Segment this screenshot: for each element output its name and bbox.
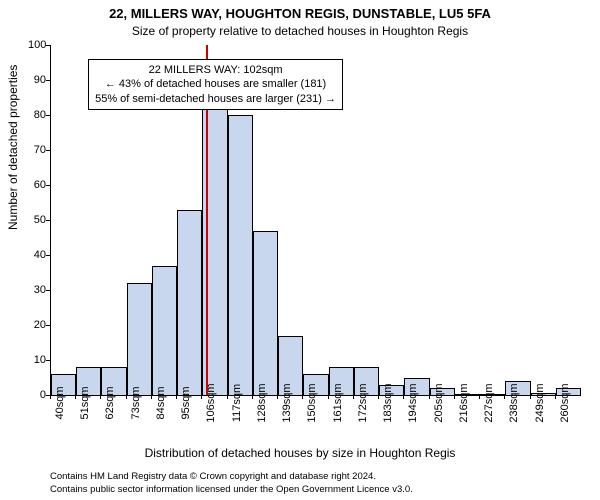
xtick-mark <box>353 395 354 399</box>
xtick-mark <box>555 395 556 399</box>
xtick-mark <box>252 395 253 399</box>
xtick-mark <box>50 395 51 399</box>
annotation-line1: 22 MILLERS WAY: 102sqm <box>95 63 336 77</box>
xtick-mark <box>479 395 480 399</box>
xtick-label: 62sqm <box>104 386 116 419</box>
xtick-label: 183sqm <box>382 383 394 422</box>
histogram-bar <box>228 115 253 395</box>
footer-attribution: Contains HM Land Registry data © Crown c… <box>50 471 413 496</box>
xtick-mark <box>403 395 404 399</box>
xtick-label: 216sqm <box>458 383 470 422</box>
annotation-line2: ← 43% of detached houses are smaller (18… <box>95 77 336 91</box>
ytick-label: 60 <box>28 179 46 191</box>
xtick-label: 150sqm <box>306 383 318 422</box>
xtick-label: 84sqm <box>155 386 167 419</box>
xtick-label: 95sqm <box>180 386 192 419</box>
ytick-label: 100 <box>28 39 46 51</box>
xtick-label: 205sqm <box>433 383 445 422</box>
xtick-mark <box>201 395 202 399</box>
ytick-label: 70 <box>28 144 46 156</box>
histogram-bar <box>177 210 202 396</box>
histogram-bar <box>152 266 177 396</box>
xtick-mark <box>277 395 278 399</box>
y-axis-label: Number of detached properties <box>6 65 20 230</box>
ytick-mark <box>46 185 50 186</box>
xtick-label: 238sqm <box>508 383 520 422</box>
xtick-mark <box>227 395 228 399</box>
ytick-mark <box>46 360 50 361</box>
ytick-label: 20 <box>28 319 46 331</box>
xtick-mark <box>100 395 101 399</box>
xtick-label: 260sqm <box>559 383 571 422</box>
ytick-label: 40 <box>28 249 46 261</box>
histogram-bar <box>127 283 152 395</box>
xtick-mark <box>378 395 379 399</box>
ytick-label: 10 <box>28 354 46 366</box>
ytick-mark <box>46 115 50 116</box>
ytick-mark <box>46 150 50 151</box>
xtick-mark <box>328 395 329 399</box>
xtick-label: 40sqm <box>54 386 66 419</box>
xtick-label: 117sqm <box>231 384 243 422</box>
chart-title-sub: Size of property relative to detached ho… <box>0 24 600 38</box>
ytick-mark <box>46 45 50 46</box>
xtick-label: 172sqm <box>357 383 369 422</box>
xtick-mark <box>126 395 127 399</box>
xtick-mark <box>429 395 430 399</box>
xtick-label: 161sqm <box>332 383 344 422</box>
histogram-bar <box>253 231 278 396</box>
ytick-label: 30 <box>28 284 46 296</box>
xtick-label: 73sqm <box>130 386 142 419</box>
xtick-mark <box>176 395 177 399</box>
footer-line1: Contains HM Land Registry data © Crown c… <box>50 471 413 483</box>
annotation-line3: 55% of semi-detached houses are larger (… <box>95 92 336 106</box>
xtick-label: 106sqm <box>205 383 217 422</box>
xtick-mark <box>151 395 152 399</box>
xtick-mark <box>454 395 455 399</box>
ytick-label: 80 <box>28 109 46 121</box>
ytick-label: 0 <box>28 389 46 401</box>
ytick-mark <box>46 325 50 326</box>
ytick-mark <box>46 255 50 256</box>
x-axis-label: Distribution of detached houses by size … <box>0 446 600 460</box>
xtick-label: 139sqm <box>281 383 293 422</box>
ytick-mark <box>46 290 50 291</box>
xtick-mark <box>504 395 505 399</box>
xtick-label: 128sqm <box>256 383 268 422</box>
xtick-label: 227sqm <box>483 383 495 422</box>
xtick-mark <box>530 395 531 399</box>
chart-container: 22, MILLERS WAY, HOUGHTON REGIS, DUNSTAB… <box>0 0 600 500</box>
xtick-mark <box>75 395 76 399</box>
xtick-label: 51sqm <box>79 386 91 419</box>
chart-title-main: 22, MILLERS WAY, HOUGHTON REGIS, DUNSTAB… <box>0 6 600 21</box>
xtick-mark <box>302 395 303 399</box>
ytick-label: 90 <box>28 74 46 86</box>
ytick-mark <box>46 220 50 221</box>
xtick-label: 194sqm <box>407 383 419 422</box>
ytick-label: 50 <box>28 214 46 226</box>
footer-line2: Contains public sector information licen… <box>50 484 413 496</box>
plot-area: 22 MILLERS WAY: 102sqm← 43% of detached … <box>50 45 581 396</box>
annotation-box: 22 MILLERS WAY: 102sqm← 43% of detached … <box>88 59 343 110</box>
xtick-label: 249sqm <box>534 383 546 422</box>
ytick-mark <box>46 80 50 81</box>
